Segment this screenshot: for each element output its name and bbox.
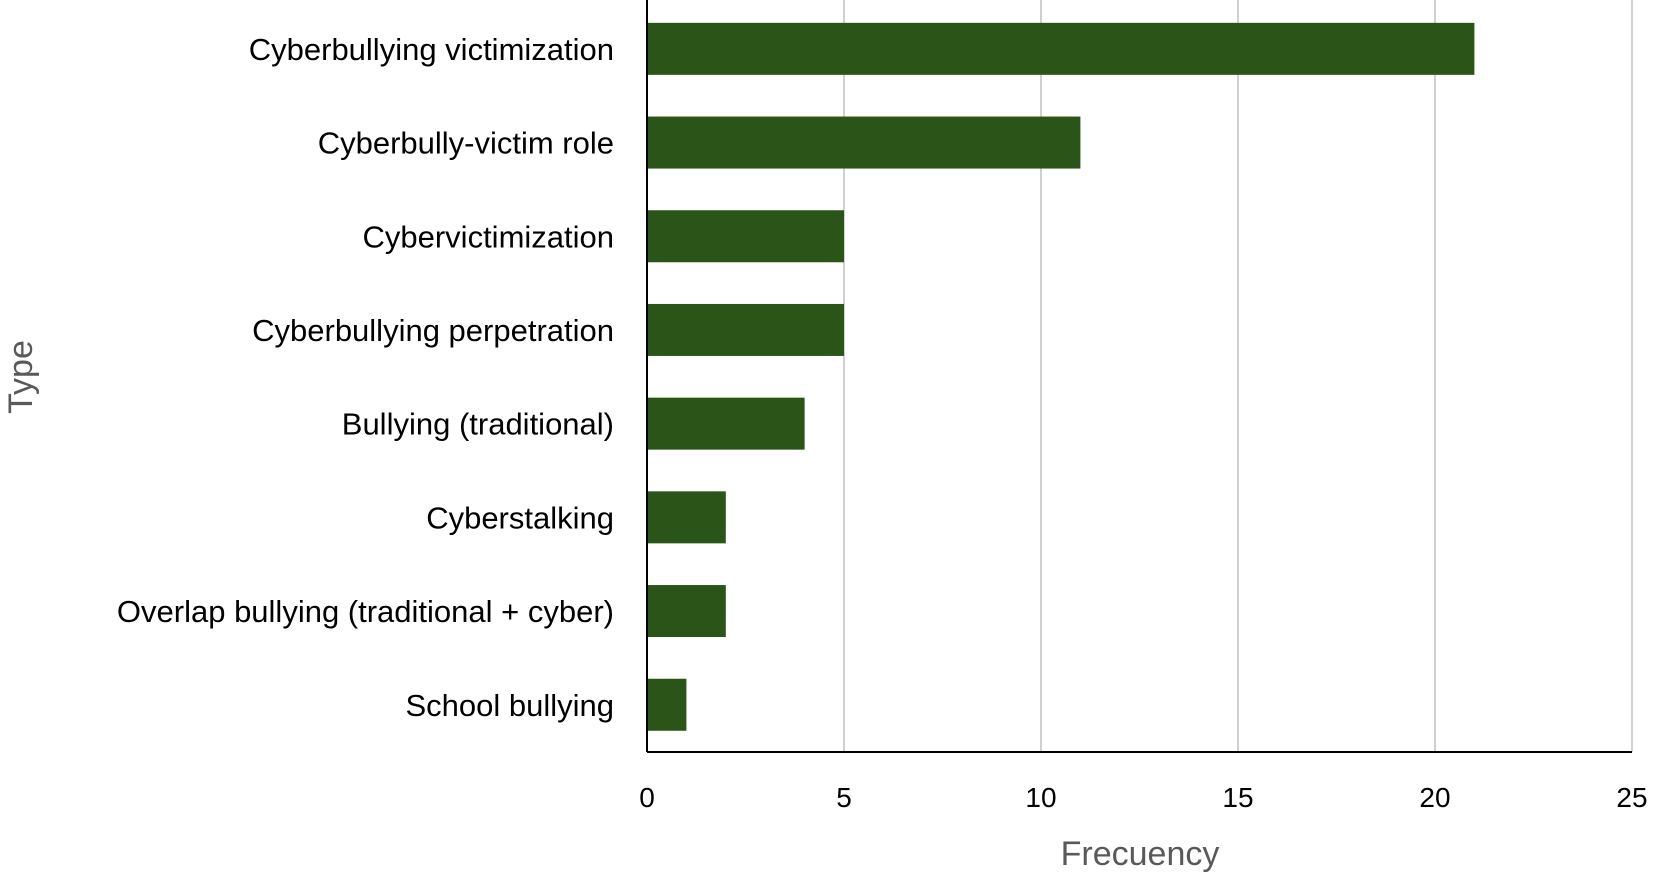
category-label-0: Cyberbullying victimization: [249, 32, 614, 67]
x-tick-label-5: 5: [836, 782, 852, 813]
category-label-1: Cyberbully-victim role: [318, 126, 614, 161]
category-label-4: Bullying (traditional): [342, 407, 614, 442]
category-label-7: School bullying: [405, 688, 614, 723]
bar-5: [647, 491, 726, 544]
bar-4: [647, 397, 805, 450]
bar-7: [647, 678, 687, 731]
bars: [647, 22, 1475, 731]
bar-1: [647, 116, 1081, 169]
axes: [646, 0, 1632, 753]
x-tick-label-0: 0: [639, 782, 655, 813]
category-label-2: Cybervictimization: [362, 219, 614, 254]
category-label-3: Cyberbullying perpetration: [252, 313, 614, 348]
x-tick-label-10: 10: [1025, 782, 1056, 813]
bar-3: [647, 303, 844, 356]
category-label-6: Overlap bullying (traditional + cyber): [117, 594, 614, 629]
bar-0: [647, 22, 1475, 75]
category-labels: Cyberbullying victimization Cyberbully-vi…: [117, 32, 614, 723]
x-tick-label-20: 20: [1419, 782, 1450, 813]
y-axis-title: Type: [2, 340, 40, 414]
x-tick-labels: 0 5 10 15 20 25: [639, 782, 1647, 813]
bar-2: [647, 210, 844, 263]
x-tick-label-25: 25: [1616, 782, 1647, 813]
gridlines: [843, 0, 1633, 752]
bar-6: [647, 585, 726, 638]
x-tick-label-15: 15: [1222, 782, 1253, 813]
category-label-5: Cyberstalking: [426, 500, 614, 535]
x-axis-title: Frecuency: [1061, 835, 1220, 873]
